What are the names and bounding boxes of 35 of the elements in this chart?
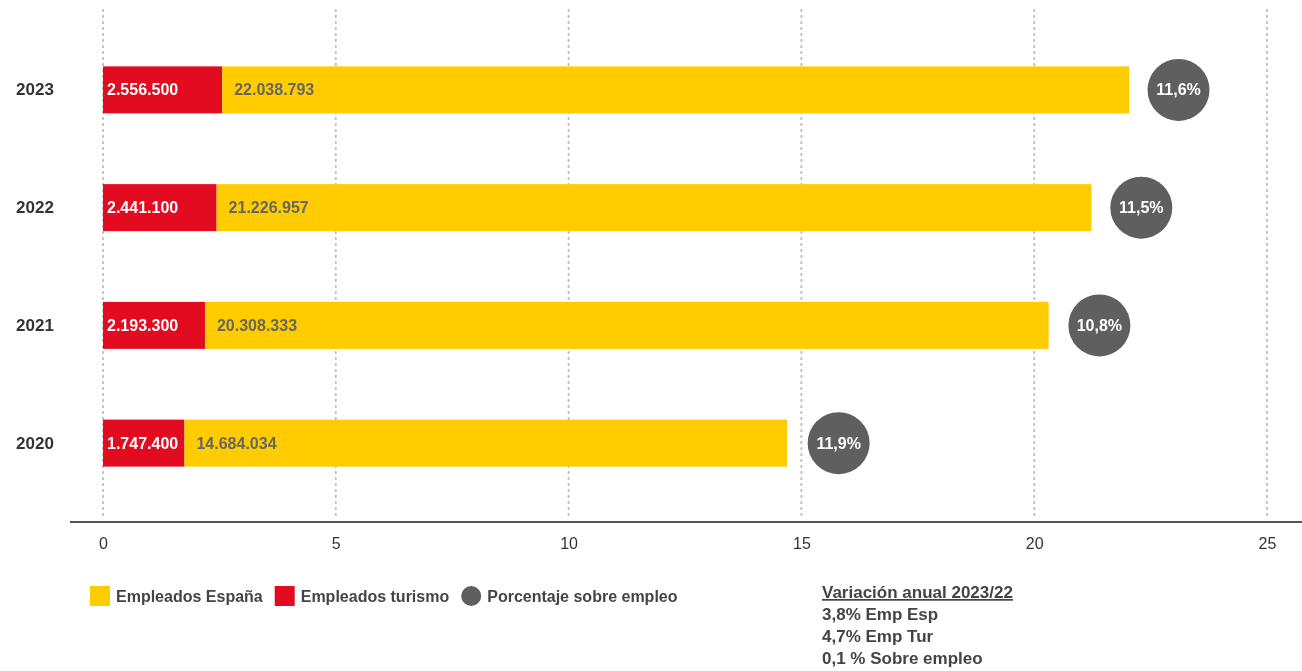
legend-label: Empleados España bbox=[116, 587, 263, 605]
text: 0,1 % Sobre empleo bbox=[822, 649, 983, 668]
text: Variación anual 2023/22 bbox=[822, 583, 1013, 602]
y-tick-label: 2020 bbox=[16, 433, 54, 453]
x-tick-label: 20 bbox=[1025, 535, 1044, 553]
bar bbox=[222, 66, 1130, 114]
legend-label: Empleados turismo bbox=[300, 587, 450, 605]
annotation: 11,5% bbox=[1119, 199, 1164, 217]
annotation: 1.747.400 bbox=[107, 434, 179, 452]
x-tick-label: 15 bbox=[793, 535, 811, 553]
annotation: 20.308.333 bbox=[216, 316, 298, 334]
y-tick-label: 2021 bbox=[16, 315, 54, 335]
annotation: 14.684.034 bbox=[196, 434, 277, 452]
bar bbox=[103, 66, 223, 114]
bar bbox=[103, 184, 217, 232]
x-tick-label: 10 bbox=[560, 535, 579, 553]
annotation: 2.556.500 bbox=[107, 81, 179, 99]
x-tick-label: 5 bbox=[331, 535, 341, 553]
y-tick-label: 2022 bbox=[16, 198, 54, 218]
annotation: 10,8% bbox=[1076, 316, 1123, 334]
text: 4,7% Emp Tur bbox=[822, 627, 934, 646]
bar bbox=[204, 301, 1049, 349]
bar bbox=[216, 184, 1092, 232]
y-tick-label: 2023 bbox=[16, 80, 54, 100]
annotation: 11,6% bbox=[1156, 81, 1201, 99]
x-tick-label: 0 bbox=[99, 535, 109, 553]
text: 3,8% Emp Esp bbox=[822, 605, 939, 624]
annotation: 2.193.300 bbox=[107, 316, 179, 334]
annotation: 2.441.100 bbox=[107, 199, 179, 217]
bar bbox=[184, 419, 787, 467]
legend-label: Porcentaje sobre empleo bbox=[487, 587, 678, 605]
x-tick-label: 25 bbox=[1258, 535, 1277, 553]
annotation: 22.038.793 bbox=[234, 81, 315, 99]
annotation: 21.226.957 bbox=[228, 199, 309, 217]
annotation: 11,9% bbox=[816, 434, 861, 452]
